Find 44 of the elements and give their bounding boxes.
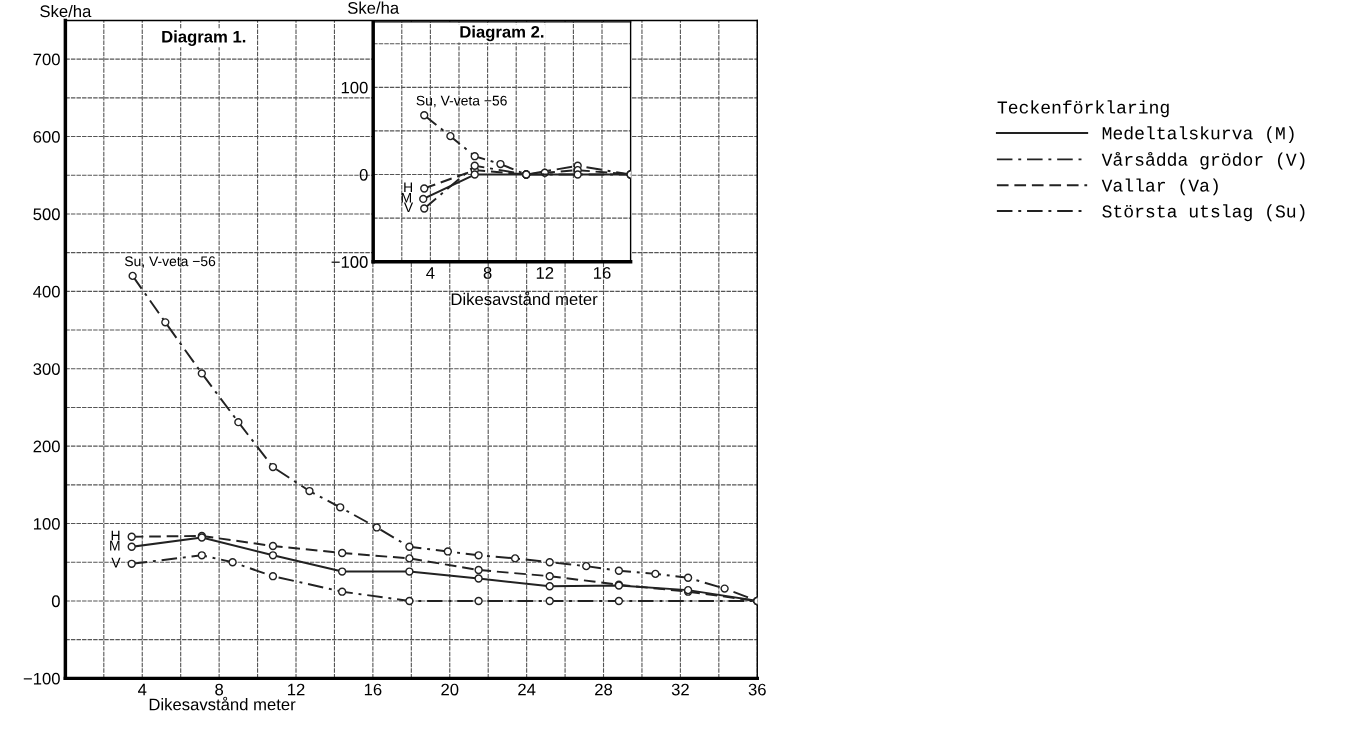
y-tick-label: 700 (33, 53, 60, 66)
y-axis-title: Ske/ha (348, 1, 400, 14)
x-tick-label: 8 (215, 683, 224, 696)
x-tick-label: 36 (748, 683, 766, 696)
x-tick-label: 20 (441, 683, 459, 696)
x-tick-label: 28 (595, 683, 613, 696)
x-tick-label: 8 (483, 267, 492, 279)
annotation: V (403, 202, 414, 213)
y-tick-label: 300 (33, 363, 60, 375)
annotation: Su, V-veta −56 (124, 256, 216, 268)
annotation: M (401, 192, 411, 203)
x-tick-label: 16 (364, 683, 382, 696)
x-axis-title: Dikesavstånd meter (451, 291, 598, 306)
legend-label: Medeltalskurva (M) (1102, 126, 1294, 144)
y-tick-label: 100 (33, 517, 60, 530)
x-tick-label: 12 (536, 267, 554, 279)
x-tick-label: 4 (426, 267, 435, 279)
y-tick-label: 600 (33, 130, 60, 143)
y-tick-label: 0 (359, 168, 368, 181)
chart-title: Diagram 2. (460, 25, 544, 42)
legend-label: Vårsådda grödor (V) (1101, 152, 1305, 170)
annotation: H (404, 182, 412, 193)
text: Diagram 1. (162, 30, 246, 46)
x-tick-label: 24 (518, 683, 536, 696)
x-tick-label: 12 (288, 683, 305, 696)
y-tick-label: −100 (331, 256, 368, 268)
y-tick-label: −100 (23, 672, 60, 685)
x-tick-label: 32 (671, 683, 689, 696)
x-axis-title: Dikesavstånd meter (149, 696, 296, 711)
legend-title: Teckenförklaring (997, 100, 1169, 118)
annotation: V (111, 557, 121, 568)
y-tick-label: 200 (33, 440, 60, 453)
y-tick-label: 100 (341, 81, 368, 94)
y-tick-label: 400 (33, 285, 60, 298)
annotation: H (111, 530, 120, 541)
y-tick-label: 500 (33, 208, 60, 221)
annotation: Su, V-veta −56 (416, 95, 507, 108)
y-tick-label: 0 (51, 595, 60, 608)
y-axis-title: Ske/ha (40, 4, 92, 18)
x-tick-label: 4 (138, 683, 147, 696)
x-tick-label: 16 (594, 267, 611, 279)
legend-label: Största utslag (Su) (1102, 204, 1305, 222)
annotation: M (110, 540, 120, 551)
legend-label: Vallar (Va) (1101, 178, 1218, 196)
